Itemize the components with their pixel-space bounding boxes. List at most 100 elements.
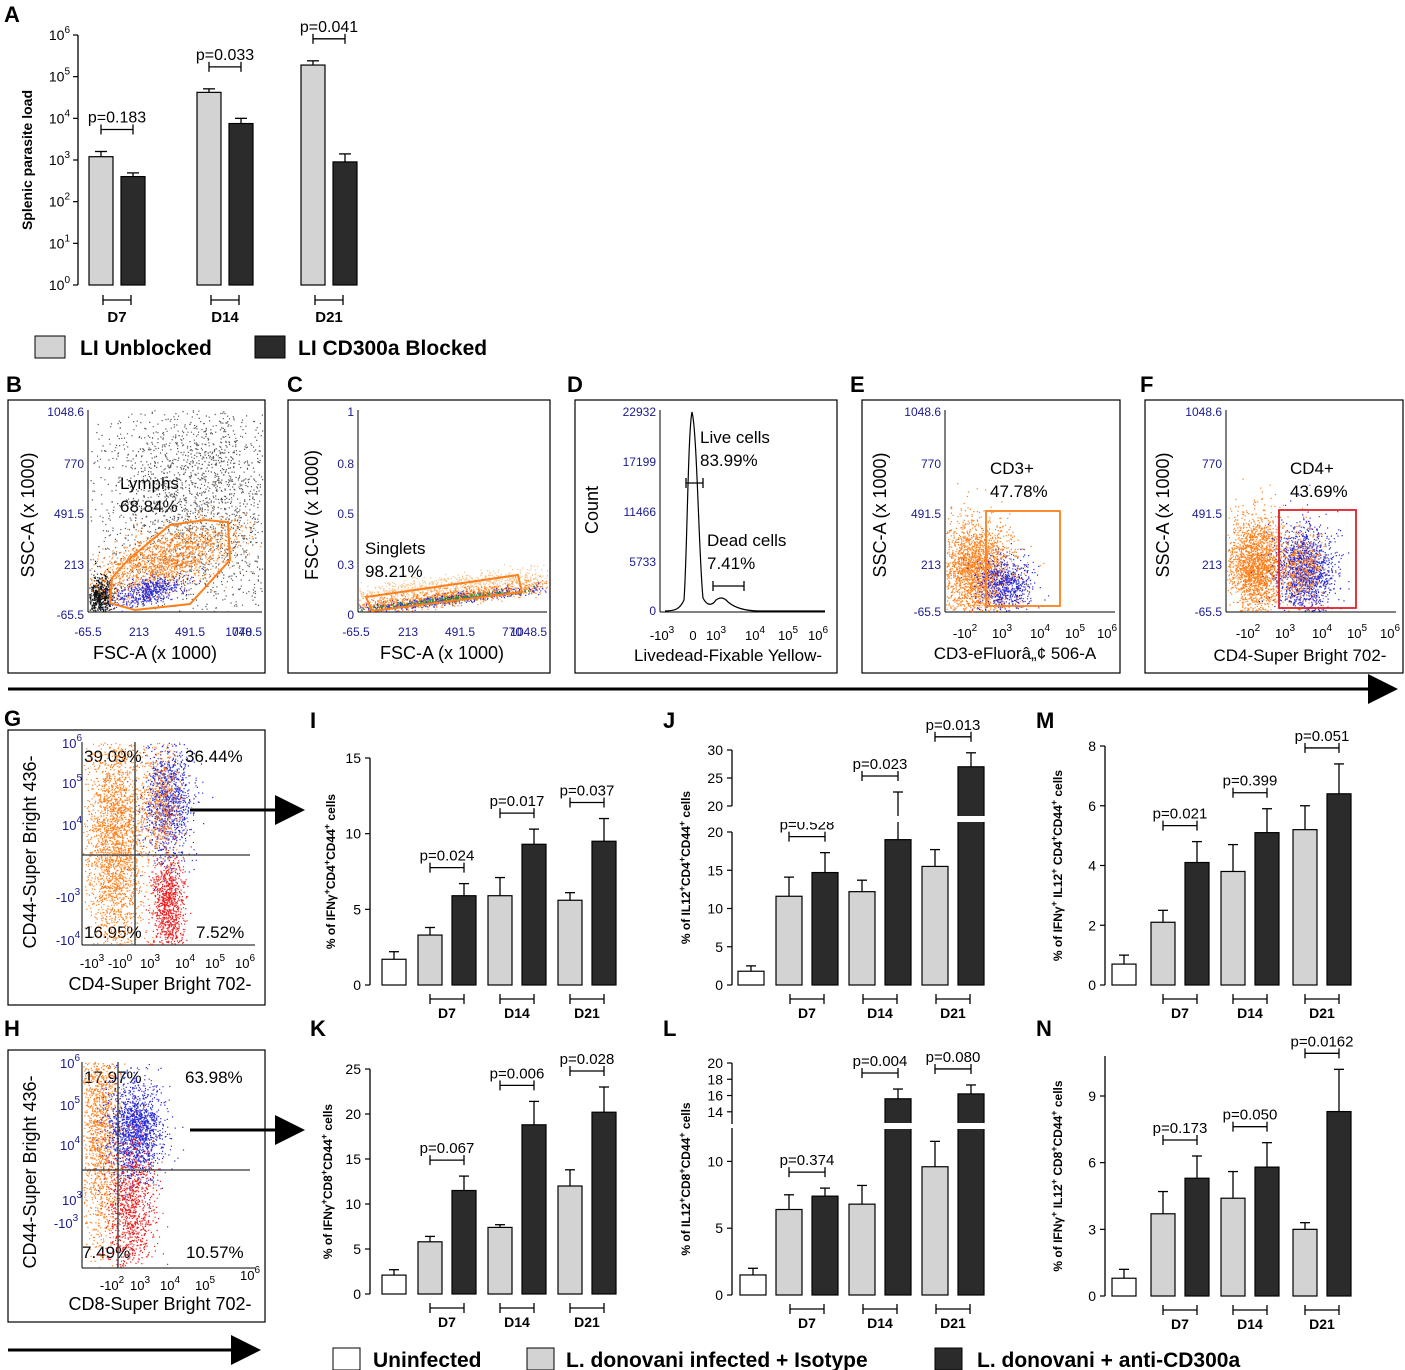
group-label: D14 (867, 1315, 893, 1331)
flow-graphics (81, 410, 1396, 1269)
ytick-label: 6 (1088, 1155, 1096, 1171)
panel-letter-b: B (6, 372, 22, 397)
flow-annotations: Lymphs 68.84% FSC-A (x 1000) SSC-A (x 10… (18, 428, 1386, 1314)
bar-anti-cd300a (1184, 861, 1210, 986)
ytick-label: 8 (1088, 738, 1096, 754)
bar-isotype (921, 1166, 949, 1296)
bar-uninfected (737, 970, 765, 986)
ytick-label: 0 (715, 1287, 723, 1303)
ytick-label: 104 (49, 108, 71, 126)
gate-d-dead-pct: 7.41% (707, 554, 755, 573)
group-label: D7 (438, 1314, 456, 1330)
panel-letter-n: N (1036, 1016, 1052, 1041)
ytick-label: 0 (353, 977, 361, 993)
flow-c-ylabel: FSC-W (x 1000) (302, 450, 322, 580)
flow-f-ytick: -65.5 (1195, 605, 1223, 619)
decade-tick-label: -104 (56, 930, 81, 948)
bar-isotype (1292, 1228, 1318, 1297)
bar-uninfected (381, 1274, 407, 1295)
panel-letter-k: K (310, 1016, 326, 1041)
flow-b-xtick: 1048.5 (225, 625, 262, 639)
flow-b-xtick: 213 (129, 625, 149, 639)
decade-tick-label: -102 (1236, 623, 1261, 641)
bar-anti-cd300a (451, 1189, 477, 1295)
decade-tick-label: 104 (160, 1275, 180, 1293)
pvalue-bracket-label: p=0.017 (490, 793, 545, 810)
bar-isotype (417, 1241, 443, 1295)
flow-b-xtick: 770 (232, 625, 252, 639)
bar-isotype (1292, 829, 1318, 986)
legend-label-unblocked: LI Unblocked (80, 337, 212, 360)
flow-e-ytick: -65.5 (914, 605, 942, 619)
bar-isotype (1220, 870, 1246, 986)
ytick-label: 18 (707, 1071, 723, 1087)
panel-letter-g: G (4, 706, 21, 731)
group-label: D14 (1237, 1005, 1263, 1021)
gate-f-pct: 43.69% (1290, 482, 1348, 501)
flow-c-ytick: 1 (347, 405, 354, 419)
events-orange (359, 575, 548, 613)
flow-d-xlabel: Livedead-Fixable Yellow- (634, 646, 822, 665)
flow-e-ytick: 1048.6 (904, 405, 941, 419)
decade-tick-label: 105 (195, 1275, 215, 1293)
bar-anti-cd300a (811, 871, 839, 986)
bar-unblocked (88, 156, 114, 286)
ytick-label: 10 (707, 901, 723, 917)
chart-a-parasite-load: 100 101 102 103 104 105 106 Splenic parasite lo… (19, 19, 358, 326)
flow-panel-c (287, 399, 551, 674)
flow-b-xtick: 491.5 (175, 625, 205, 639)
gate-c-name: Singlets (365, 539, 425, 558)
ytick-label: 20 (707, 1055, 723, 1071)
quad-g-ur: 36.44% (185, 747, 243, 766)
panel-letter-f: F (1140, 372, 1153, 397)
flow-c-xtick: 491.5 (445, 625, 475, 639)
pvalue-bracket-label: p=0.051 (1295, 728, 1350, 745)
flow-c-ytick: 0.3 (337, 558, 354, 572)
decade-tick-label: 105 (62, 773, 82, 791)
legend-swatch-unblocked (34, 335, 66, 359)
decade-tick-label: 106 (1380, 623, 1400, 641)
flow-f-ylabel: SSC-A (x 1000) (1153, 452, 1173, 577)
legend-swatch-uninfected (332, 1347, 361, 1370)
quad-g-lr: 7.52% (196, 923, 244, 942)
ytick-label: 25 (345, 1061, 361, 1077)
ytick-label: 20 (345, 1106, 361, 1122)
bar-anti-cd300a (884, 1098, 912, 1296)
events-red (144, 820, 192, 945)
group-label: D7 (438, 1005, 456, 1021)
quad-g-ll: 16.95% (84, 923, 142, 942)
bar-isotype (848, 1203, 876, 1296)
bar-isotype (557, 899, 583, 986)
group-label: D7 (107, 309, 126, 326)
gate-e-name: CD3+ (990, 459, 1034, 478)
pvalue-bracket-label: p=0.006 (490, 1065, 545, 1082)
bar-isotype (1150, 921, 1176, 986)
flow-panel-b (7, 399, 266, 674)
decade-tick-label: 104 (1030, 623, 1050, 641)
ytick-label: 15 (707, 862, 723, 878)
bar-blocked (228, 122, 254, 286)
flow-c-ytick: 0 (347, 608, 354, 622)
ytick-label: 105 (49, 67, 71, 85)
ytick-label: 3 (1088, 1221, 1096, 1237)
decade-tick-label: 103 (706, 625, 726, 643)
bar-uninfected (1111, 963, 1137, 986)
decade-tick-label: 106 (808, 625, 828, 643)
gate-b-pct: 68.84% (120, 497, 178, 516)
bar-anti-cd300a (957, 766, 985, 986)
ytick-label: 5 (353, 1241, 361, 1257)
gate-singlets (364, 573, 524, 613)
bar-anti-cd300a (1254, 832, 1280, 986)
flow-e-ytick: 491.5 (911, 507, 941, 521)
pvalue-bracket-label: p=0.033 (196, 47, 254, 64)
flow-b-ytick: 213 (64, 558, 84, 572)
group-label: D7 (798, 1005, 816, 1021)
decade-tick-label: -103 (54, 1213, 79, 1231)
decade-tick-label: 106 (235, 953, 255, 971)
legend-label-uninfected: Uninfected (373, 1349, 482, 1370)
decade-tick-label: 104 (745, 625, 765, 643)
y-axis-label: Splenic parasite load (19, 90, 35, 230)
flow-tick-labels: 1048.6 770 491.5 213 -65.5 -65.5 213 491… (47, 405, 1222, 639)
legend-label-isotype: L. donovani infected + Isotype (566, 1349, 868, 1370)
